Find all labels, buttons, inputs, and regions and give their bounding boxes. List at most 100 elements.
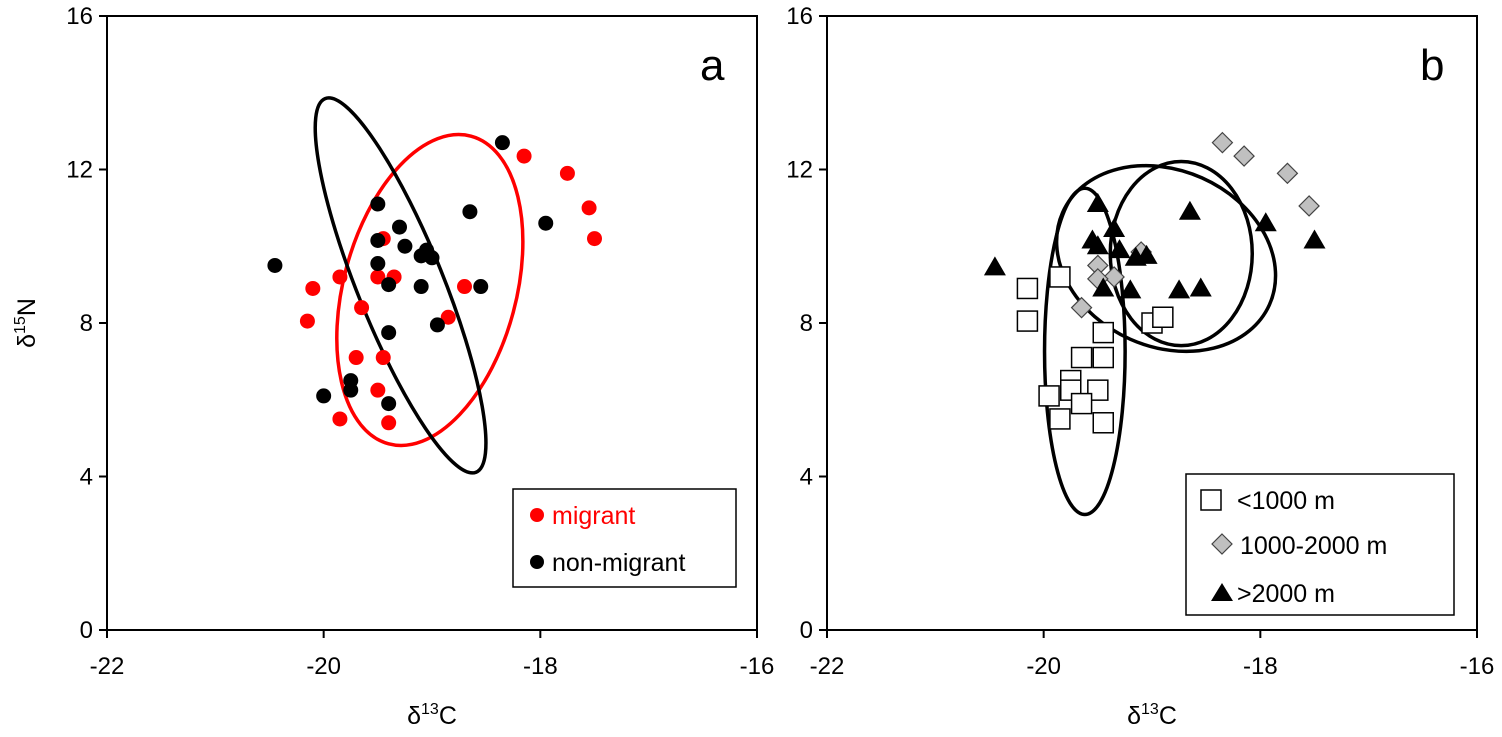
point-2000-m bbox=[1189, 277, 1212, 297]
point-2000-m bbox=[1119, 279, 1142, 299]
point-1000-m bbox=[1152, 306, 1174, 328]
point-migrant bbox=[440, 309, 456, 325]
legend-over-2000-marker bbox=[1211, 583, 1233, 601]
point-1000-m bbox=[1049, 408, 1071, 430]
point-2000-m bbox=[1103, 217, 1126, 237]
y-tick-label: 16 bbox=[786, 3, 813, 30]
legend-1000-2000-marker bbox=[1211, 533, 1233, 555]
point-non-migrant bbox=[370, 232, 386, 248]
x-tick-label: -20 bbox=[306, 653, 341, 680]
y-tick-label: 0 bbox=[800, 617, 813, 644]
point-1000-m bbox=[1070, 392, 1093, 415]
point-migrant bbox=[587, 231, 602, 247]
y-tick-label: 16 bbox=[66, 3, 93, 30]
panel-a-x-ticks: -22 -20 -18 -16 bbox=[90, 630, 775, 680]
point-migrant bbox=[332, 411, 348, 427]
x-tick-label: -22 bbox=[810, 653, 845, 680]
point-non-migrant bbox=[462, 204, 478, 220]
point-2000-m bbox=[983, 256, 1006, 276]
point-1000-2000-m bbox=[1070, 296, 1093, 319]
panel-b-label: b bbox=[1420, 41, 1444, 90]
point-migrant bbox=[559, 165, 575, 181]
point-non-migrant bbox=[381, 396, 397, 412]
point-non-migrant bbox=[424, 250, 440, 266]
point-migrant bbox=[457, 279, 472, 295]
panel-a-y-axis-title: δ15N bbox=[12, 298, 41, 348]
point-2000-m bbox=[1303, 229, 1326, 249]
point-migrant bbox=[370, 269, 386, 285]
point-2000-m bbox=[1086, 193, 1109, 213]
y-tick-label: 0 bbox=[80, 617, 93, 644]
legend-migrant-marker bbox=[530, 508, 544, 522]
y-tick-label: 8 bbox=[80, 310, 93, 337]
point-non-migrant bbox=[343, 382, 359, 398]
point-1000-m bbox=[1092, 346, 1114, 369]
legend-migrant-label: migrant bbox=[552, 502, 635, 530]
point-1000-2000-m bbox=[1276, 162, 1299, 185]
panel-a: -22 -20 -18 -16 0 4 8 12 16 a δ13C δ15N migrant… bbox=[12, 3, 774, 730]
legend-under-1000-label: <1000 m bbox=[1237, 487, 1335, 515]
point-non-migrant bbox=[413, 279, 429, 295]
point-non-migrant bbox=[392, 219, 407, 235]
point-non-migrant bbox=[494, 135, 510, 151]
point-1000-m bbox=[1070, 346, 1093, 369]
point-1000-2000-m bbox=[1211, 131, 1234, 154]
y-tick-label: 12 bbox=[786, 157, 813, 184]
point-non-migrant bbox=[538, 215, 554, 231]
x-tick-label: -18 bbox=[523, 653, 558, 680]
point-1000-m bbox=[1087, 379, 1109, 401]
y-tick-label: 8 bbox=[800, 310, 813, 337]
legend-non-migrant-marker bbox=[530, 555, 544, 569]
point-1000-m bbox=[1092, 412, 1114, 434]
panel-b: -22 -20 -18 -16 0 4 8 12 16 b δ13C <1000 m 1000… bbox=[786, 3, 1494, 730]
legend-1000-2000-label: 1000-2000 m bbox=[1240, 532, 1387, 560]
point-2000-m bbox=[1168, 279, 1191, 299]
y-tick-label: 4 bbox=[80, 464, 93, 491]
panel-b-x-ticks: -22 -20 -18 -16 bbox=[810, 630, 1495, 680]
point-2000-m bbox=[1254, 212, 1277, 232]
x-tick-label: -16 bbox=[1460, 653, 1495, 680]
x-tick-label: -16 bbox=[740, 653, 775, 680]
point-non-migrant bbox=[267, 257, 283, 273]
point-1000-m bbox=[1049, 266, 1071, 288]
point-2000-m bbox=[1135, 244, 1158, 264]
y-tick-label: 12 bbox=[66, 157, 93, 184]
point-migrant bbox=[299, 313, 315, 329]
y-tick-label: 4 bbox=[800, 464, 813, 491]
panel-a-label: a bbox=[700, 41, 725, 90]
legend-non-migrant-label: non-migrant bbox=[552, 549, 685, 577]
point-non-migrant bbox=[370, 256, 386, 272]
point-1000-2000-m bbox=[1103, 266, 1125, 288]
legend-under-1000-marker bbox=[1200, 489, 1222, 511]
panel-a-legend: migrant non-migrant bbox=[512, 488, 737, 588]
ellipse-1000-m bbox=[1042, 186, 1127, 517]
point-migrant bbox=[581, 200, 597, 216]
point-1000-m bbox=[1016, 277, 1039, 300]
point-2000-m bbox=[1086, 235, 1109, 255]
point-1000-m bbox=[1092, 321, 1114, 344]
point-1000-m bbox=[1038, 385, 1060, 407]
point-1000-2000-m bbox=[1298, 195, 1320, 217]
panel-b-ellipses bbox=[1042, 159, 1278, 517]
panel-a-x-axis-title: δ13C bbox=[407, 701, 457, 730]
x-tick-label: -22 bbox=[90, 653, 125, 680]
point-migrant bbox=[354, 300, 370, 316]
point-non-migrant bbox=[473, 279, 489, 295]
panel-a-legend-box bbox=[512, 488, 737, 588]
point-2000-m bbox=[1178, 200, 1201, 220]
point-migrant bbox=[348, 350, 364, 366]
panel-b-y-ticks: 0 4 8 12 16 bbox=[786, 3, 827, 644]
point-migrant bbox=[370, 382, 386, 398]
point-migrant bbox=[381, 415, 397, 431]
point-migrant bbox=[332, 269, 348, 285]
point-2000-m bbox=[1108, 239, 1131, 259]
ellipse-1000-2000-m bbox=[1054, 163, 1278, 354]
point-1000-2000-m bbox=[1233, 145, 1255, 167]
panel-a-y-ticks: 0 4 8 12 16 bbox=[66, 3, 107, 644]
panel-b-points bbox=[983, 131, 1326, 434]
x-tick-label: -20 bbox=[1026, 653, 1061, 680]
point-2000-m bbox=[1092, 277, 1115, 297]
panel-b-x-axis-title: δ13C bbox=[1127, 701, 1177, 730]
x-tick-label: -18 bbox=[1243, 653, 1278, 680]
